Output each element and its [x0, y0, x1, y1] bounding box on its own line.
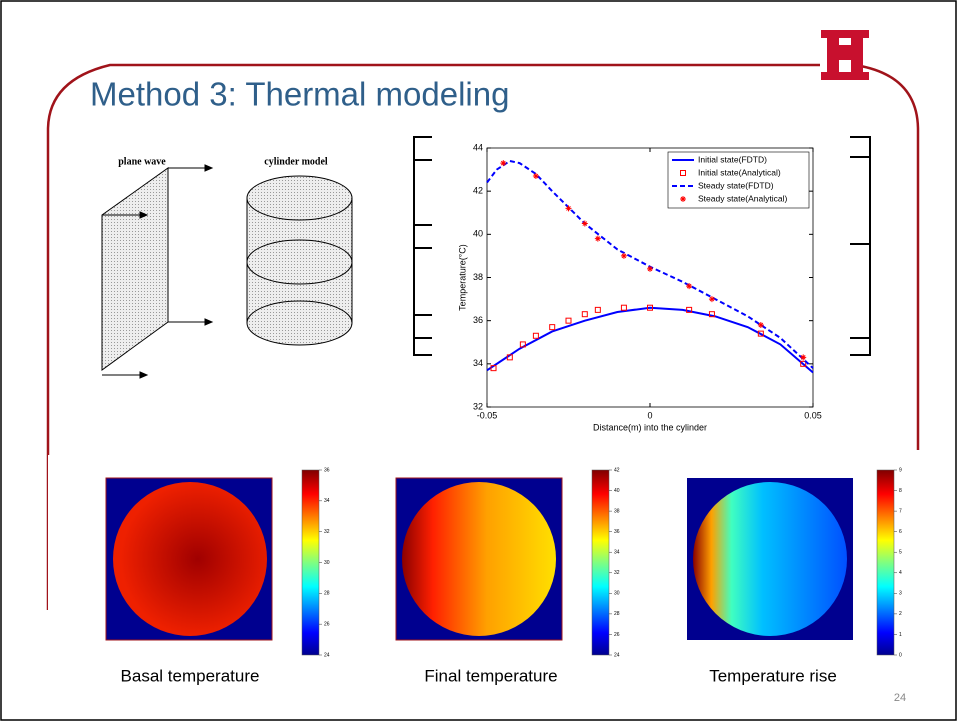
y-tick-label: 38 — [473, 272, 483, 282]
x-tick-label: 0 — [647, 410, 652, 420]
colorbar-label: 26 — [324, 621, 330, 627]
y-tick-label: 36 — [473, 315, 483, 325]
y-tick-label: 42 — [473, 186, 483, 196]
colorbar-label: 34 — [614, 550, 620, 556]
colorbar-label: 7 — [899, 508, 902, 514]
slide: Method 3: Thermal modeling plane wave cy… — [0, 0, 957, 721]
y-tick-label: 40 — [473, 229, 483, 239]
page-number: 24 — [894, 692, 906, 704]
legend-label: Steady state(Analytical) — [698, 193, 787, 203]
colorbar-label: 30 — [614, 591, 620, 597]
legend-label: Initial state(Analytical) — [698, 167, 781, 177]
legend-label: Initial state(FDTD) — [698, 154, 767, 164]
colorbar-label: 32 — [324, 529, 330, 535]
caption: Basal temperature — [121, 666, 260, 685]
y-axis-label: Temperature(°C) — [457, 244, 467, 311]
x-axis-label: Distance(m) into the cylinder — [593, 422, 707, 432]
heatmap — [402, 482, 556, 636]
colorbar-label: 1 — [899, 632, 902, 638]
colorbar-label: 30 — [324, 560, 330, 566]
colorbar-label: 8 — [899, 488, 902, 494]
caption: Final temperature — [424, 666, 557, 685]
x-tick-label: 0.05 — [804, 410, 822, 420]
legend-label: Steady state(FDTD) — [698, 180, 774, 190]
y-tick-label: 34 — [473, 358, 483, 368]
y-tick-label: 44 — [473, 142, 483, 152]
colorbar-label: 36 — [614, 529, 620, 535]
colorbar-label: 28 — [324, 591, 330, 597]
colorbar-label: 40 — [614, 488, 620, 494]
colorbar-label: 6 — [899, 529, 902, 535]
colorbar-label: 28 — [614, 611, 620, 617]
colorbar-label: 24 — [324, 652, 330, 658]
x-tick-label: -0.05 — [477, 410, 498, 420]
colorbar-label: 26 — [614, 632, 620, 638]
caption: Temperature rise — [709, 666, 837, 685]
colorbar-label: 42 — [614, 467, 620, 473]
heatmap — [113, 482, 267, 636]
diagram-label: cylinder model — [264, 156, 328, 167]
colorbar — [877, 470, 894, 655]
colorbar-label: 38 — [614, 508, 620, 514]
colorbar-label: 36 — [324, 467, 330, 473]
cylinder-diagram — [247, 176, 352, 345]
diagram-label: plane wave — [118, 156, 166, 167]
colorbar — [302, 470, 319, 655]
colorbar-label: 2 — [899, 611, 902, 617]
colorbar — [592, 470, 609, 655]
heatmap — [693, 482, 847, 636]
colorbar-label: 34 — [324, 498, 330, 504]
colorbar-label: 3 — [899, 591, 902, 597]
logo — [821, 30, 869, 80]
colorbar-label: 4 — [899, 570, 902, 576]
colorbar-label: 24 — [614, 652, 620, 658]
colorbar-label: 32 — [614, 570, 620, 576]
colorbar-label: 5 — [899, 550, 902, 556]
colorbar-label: 0 — [899, 652, 902, 658]
colorbar-label: 9 — [899, 467, 902, 473]
title: Method 3: Thermal modeling — [90, 76, 509, 113]
